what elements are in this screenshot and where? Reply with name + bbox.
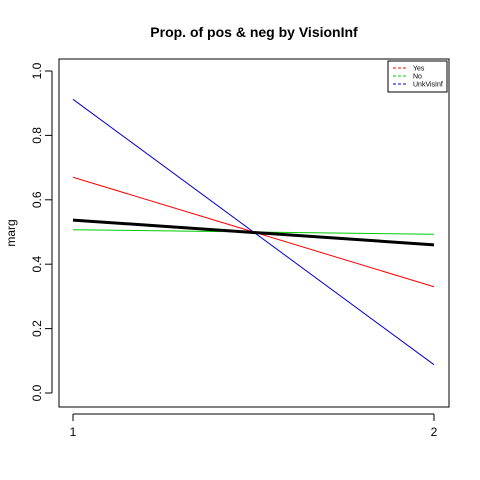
y-tick-label: 1.0 [30, 62, 44, 79]
legend-box [387, 60, 448, 93]
y-tick-label: 0.4 [30, 256, 44, 273]
plot-frame [58, 58, 450, 408]
y-axis: 0.0 0.2 0.4 0.6 0.8 1.0 [30, 62, 53, 401]
x-tick-label: 1 [70, 425, 77, 439]
series-lines [72, 98, 435, 366]
legend-label: No [413, 74, 422, 81]
legend-label: Yes [413, 66, 425, 73]
y-axis-label: marg [4, 219, 18, 246]
x-tick-label: 2 [431, 425, 438, 439]
y-tick-label: 0.2 [30, 320, 44, 337]
y-tick-label: 0.8 [30, 127, 44, 144]
y-tick-label: 0.6 [30, 191, 44, 208]
overall-line [72, 218, 435, 247]
chart-title: Prop. of pos & neg by VisionInf [150, 24, 358, 40]
legend-label: UnkVisInf [413, 82, 443, 89]
y-tick-label: 0.0 [30, 384, 44, 401]
